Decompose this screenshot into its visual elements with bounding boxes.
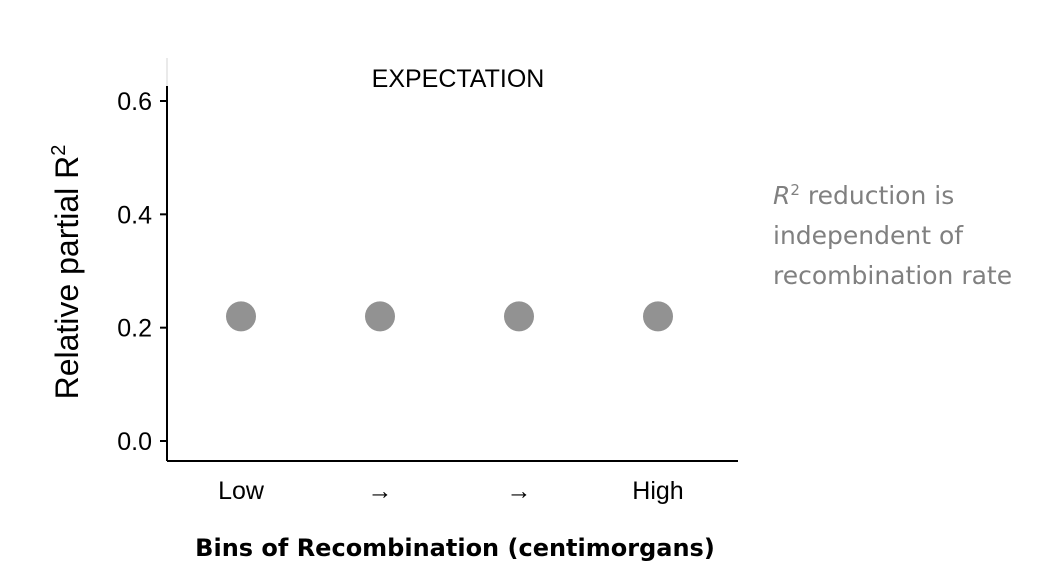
annotation-line-3: recombination rate (773, 261, 1013, 290)
annotation-variable: R (773, 181, 791, 210)
y-tick-label: 0.2 (117, 315, 152, 343)
annotation-line-1-rest: reduction is (799, 181, 955, 210)
y-axis-ticks: 0.0 0.2 0.4 0.6 (117, 88, 167, 456)
chart-title: EXPECTATION (372, 65, 545, 93)
data-point (504, 301, 534, 332)
y-axis-label: Relative partial R2 (48, 145, 85, 400)
data-point (643, 301, 673, 332)
annotation-superscript: 2 (790, 181, 800, 199)
x-tick-label: → (368, 477, 393, 505)
y-tick-label: 0.4 (117, 201, 152, 229)
data-point (226, 301, 256, 332)
y-axis-label-superscript: 2 (48, 145, 70, 156)
y-tick-label: 0.6 (117, 88, 152, 116)
y-tick-label: 0.0 (117, 428, 152, 456)
annotation-text: R2 reduction is independent of recombina… (773, 176, 1043, 296)
y-axis-label-text: Relative partial R (49, 156, 85, 400)
x-tick-label: Low (218, 477, 265, 505)
x-tick-label: → (507, 477, 532, 505)
annotation-line-2: independent of (773, 221, 964, 250)
annotation-line-1: R2 reduction is (773, 176, 1043, 216)
x-axis-tick-labels: Low → → High (218, 477, 684, 505)
x-tick-label: High (632, 477, 683, 505)
data-point (365, 301, 395, 332)
x-axis-label: Bins of Recombination (centimorgans) (195, 534, 715, 562)
data-points (226, 301, 673, 332)
